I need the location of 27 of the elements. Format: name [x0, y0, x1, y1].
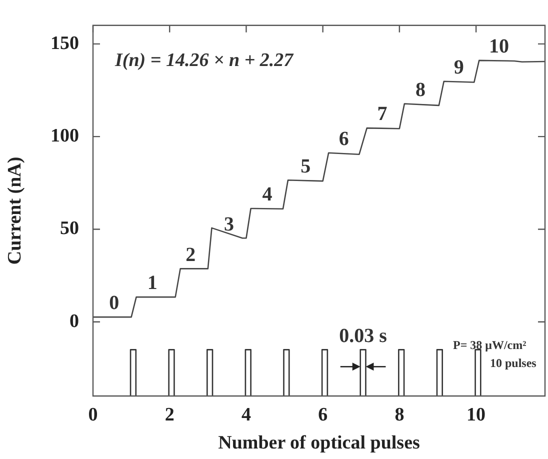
x-tick-label: 4: [241, 404, 252, 426]
annotation: P= 38 μW/cm²: [453, 338, 527, 352]
annotation: 3: [224, 213, 234, 236]
annotation: 1: [147, 272, 158, 294]
annotation: I(n) = 14.26 × n + 2.27: [114, 50, 295, 71]
annotation: 10 pulses: [490, 356, 537, 370]
y-tick-label: 100: [50, 125, 79, 146]
annotation: 6: [338, 128, 349, 150]
annotation: 8: [416, 78, 426, 101]
annotation: 4: [262, 184, 272, 206]
annotation: 2: [186, 244, 196, 266]
y-tick-label: 150: [50, 32, 79, 54]
x-tick-label: 10: [466, 404, 486, 426]
x-tick-label: 2: [164, 404, 174, 426]
annotation: 0.03 s: [339, 324, 388, 347]
x-tick-label: 8: [394, 404, 404, 426]
annotation: 9: [454, 56, 464, 79]
y-axis-title: Current (nA): [4, 156, 26, 265]
x-axis-title: Number of optical pulses: [218, 432, 420, 454]
annotation: 5: [300, 155, 311, 178]
annotation: 7: [377, 103, 388, 126]
annotation: 0: [109, 292, 120, 314]
x-tick-label: 0: [88, 404, 98, 426]
annotation: 10: [489, 36, 510, 58]
x-tick-label: 6: [318, 404, 328, 426]
y-tick-label: 50: [60, 218, 79, 240]
y-tick-label: 0: [70, 310, 79, 332]
